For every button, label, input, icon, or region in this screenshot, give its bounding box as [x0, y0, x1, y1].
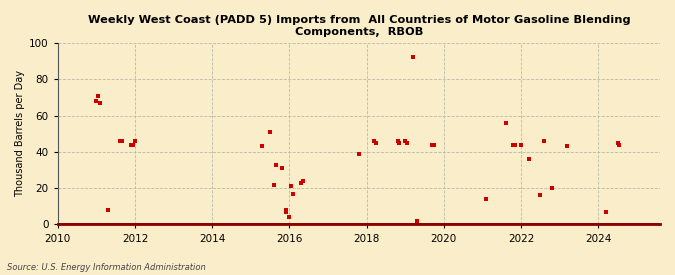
Point: [296, 180, 306, 185]
Point: [516, 142, 526, 147]
Point: [281, 210, 292, 214]
Point: [284, 215, 295, 219]
Point: [91, 99, 102, 103]
Point: [510, 142, 520, 147]
Point: [535, 193, 545, 198]
Point: [126, 142, 136, 147]
Point: [265, 130, 275, 134]
Point: [271, 162, 281, 167]
Point: [547, 186, 558, 190]
Point: [280, 208, 291, 212]
Point: [116, 139, 127, 143]
Point: [601, 210, 612, 214]
Point: [614, 142, 625, 147]
Point: [298, 179, 308, 183]
Point: [93, 94, 104, 98]
Point: [402, 141, 412, 145]
Point: [286, 184, 297, 189]
Point: [508, 142, 518, 147]
Point: [114, 139, 125, 143]
Point: [95, 101, 106, 105]
Y-axis label: Thousand Barrels per Day: Thousand Barrels per Day: [15, 70, 25, 197]
Point: [276, 166, 287, 170]
Point: [371, 141, 381, 145]
Point: [257, 144, 268, 148]
Point: [481, 197, 491, 201]
Point: [408, 55, 418, 60]
Point: [400, 139, 410, 143]
Text: Source: U.S. Energy Information Administration: Source: U.S. Energy Information Administ…: [7, 263, 205, 272]
Point: [369, 139, 380, 143]
Point: [128, 142, 138, 147]
Point: [130, 139, 140, 143]
Point: [103, 208, 113, 212]
Point: [539, 139, 549, 143]
Point: [392, 139, 403, 143]
Point: [411, 219, 422, 223]
Title: Weekly West Coast (PADD 5) Imports from  All Countries of Motor Gasoline Blendin: Weekly West Coast (PADD 5) Imports from …: [88, 15, 630, 37]
Point: [354, 152, 364, 156]
Point: [269, 182, 279, 187]
Point: [562, 144, 573, 148]
Point: [612, 141, 623, 145]
Point: [394, 141, 405, 145]
Point: [523, 157, 534, 161]
Point: [500, 121, 511, 125]
Point: [427, 142, 437, 147]
Point: [288, 191, 298, 196]
Point: [429, 142, 439, 147]
